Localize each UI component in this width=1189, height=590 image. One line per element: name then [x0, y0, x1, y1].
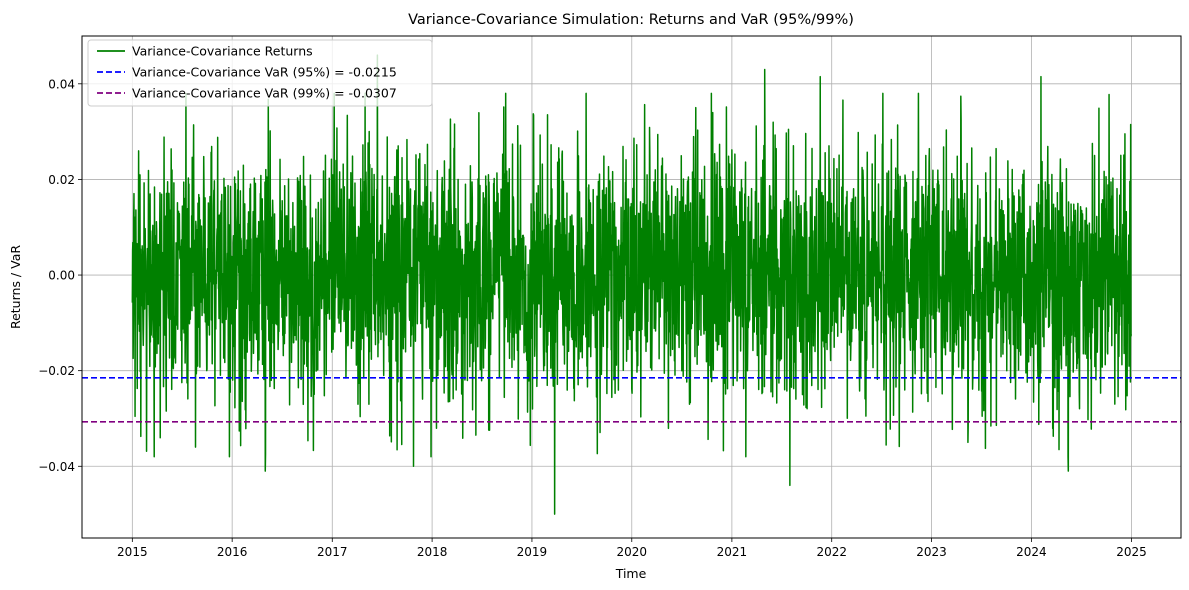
x-axis-label: Time — [615, 566, 647, 581]
x-tick-label: 2023 — [916, 545, 947, 559]
x-axis: 2015 2016 2017 2018 2019 2020 2021 2022 2023 2024… — [117, 538, 1147, 559]
x-tick-label: 2025 — [1116, 545, 1147, 559]
x-tick-label: 2018 — [417, 545, 448, 559]
x-tick-label: 2024 — [1016, 545, 1047, 559]
y-tick-label: 0.04 — [48, 77, 75, 91]
y-tick-label: −0.02 — [38, 364, 75, 378]
y-axis-label: Returns / VaR — [8, 245, 23, 329]
plot-series — [82, 54, 1181, 515]
x-tick-label: 2015 — [117, 545, 148, 559]
y-tick-label: 0.00 — [48, 269, 75, 283]
chart-title: Variance-Covariance Simulation: Returns … — [408, 12, 854, 28]
legend: Variance-Covariance Returns Variance-Cov… — [87, 39, 433, 107]
x-tick-label: 2021 — [717, 545, 748, 559]
legend-label-returns: Variance-Covariance Returns — [132, 44, 313, 59]
x-tick-label: 2019 — [517, 545, 548, 559]
x-tick-label: 2017 — [317, 545, 348, 559]
legend-box — [87, 39, 433, 107]
x-tick-label: 2016 — [217, 545, 248, 559]
legend-label-var99: Variance-Covariance VaR (99%) = -0.0307 — [132, 86, 397, 101]
legend-label-var95: Variance-Covariance VaR (95%) = -0.0215 — [132, 65, 397, 80]
y-tick-label: 0.02 — [48, 173, 75, 187]
x-tick-label: 2022 — [816, 545, 847, 559]
y-axis: −0.04 −0.02 0.00 0.02 0.04 — [38, 77, 82, 474]
x-tick-label: 2020 — [617, 545, 648, 559]
y-tick-label: −0.04 — [38, 460, 75, 474]
returns-line — [131, 54, 1132, 515]
